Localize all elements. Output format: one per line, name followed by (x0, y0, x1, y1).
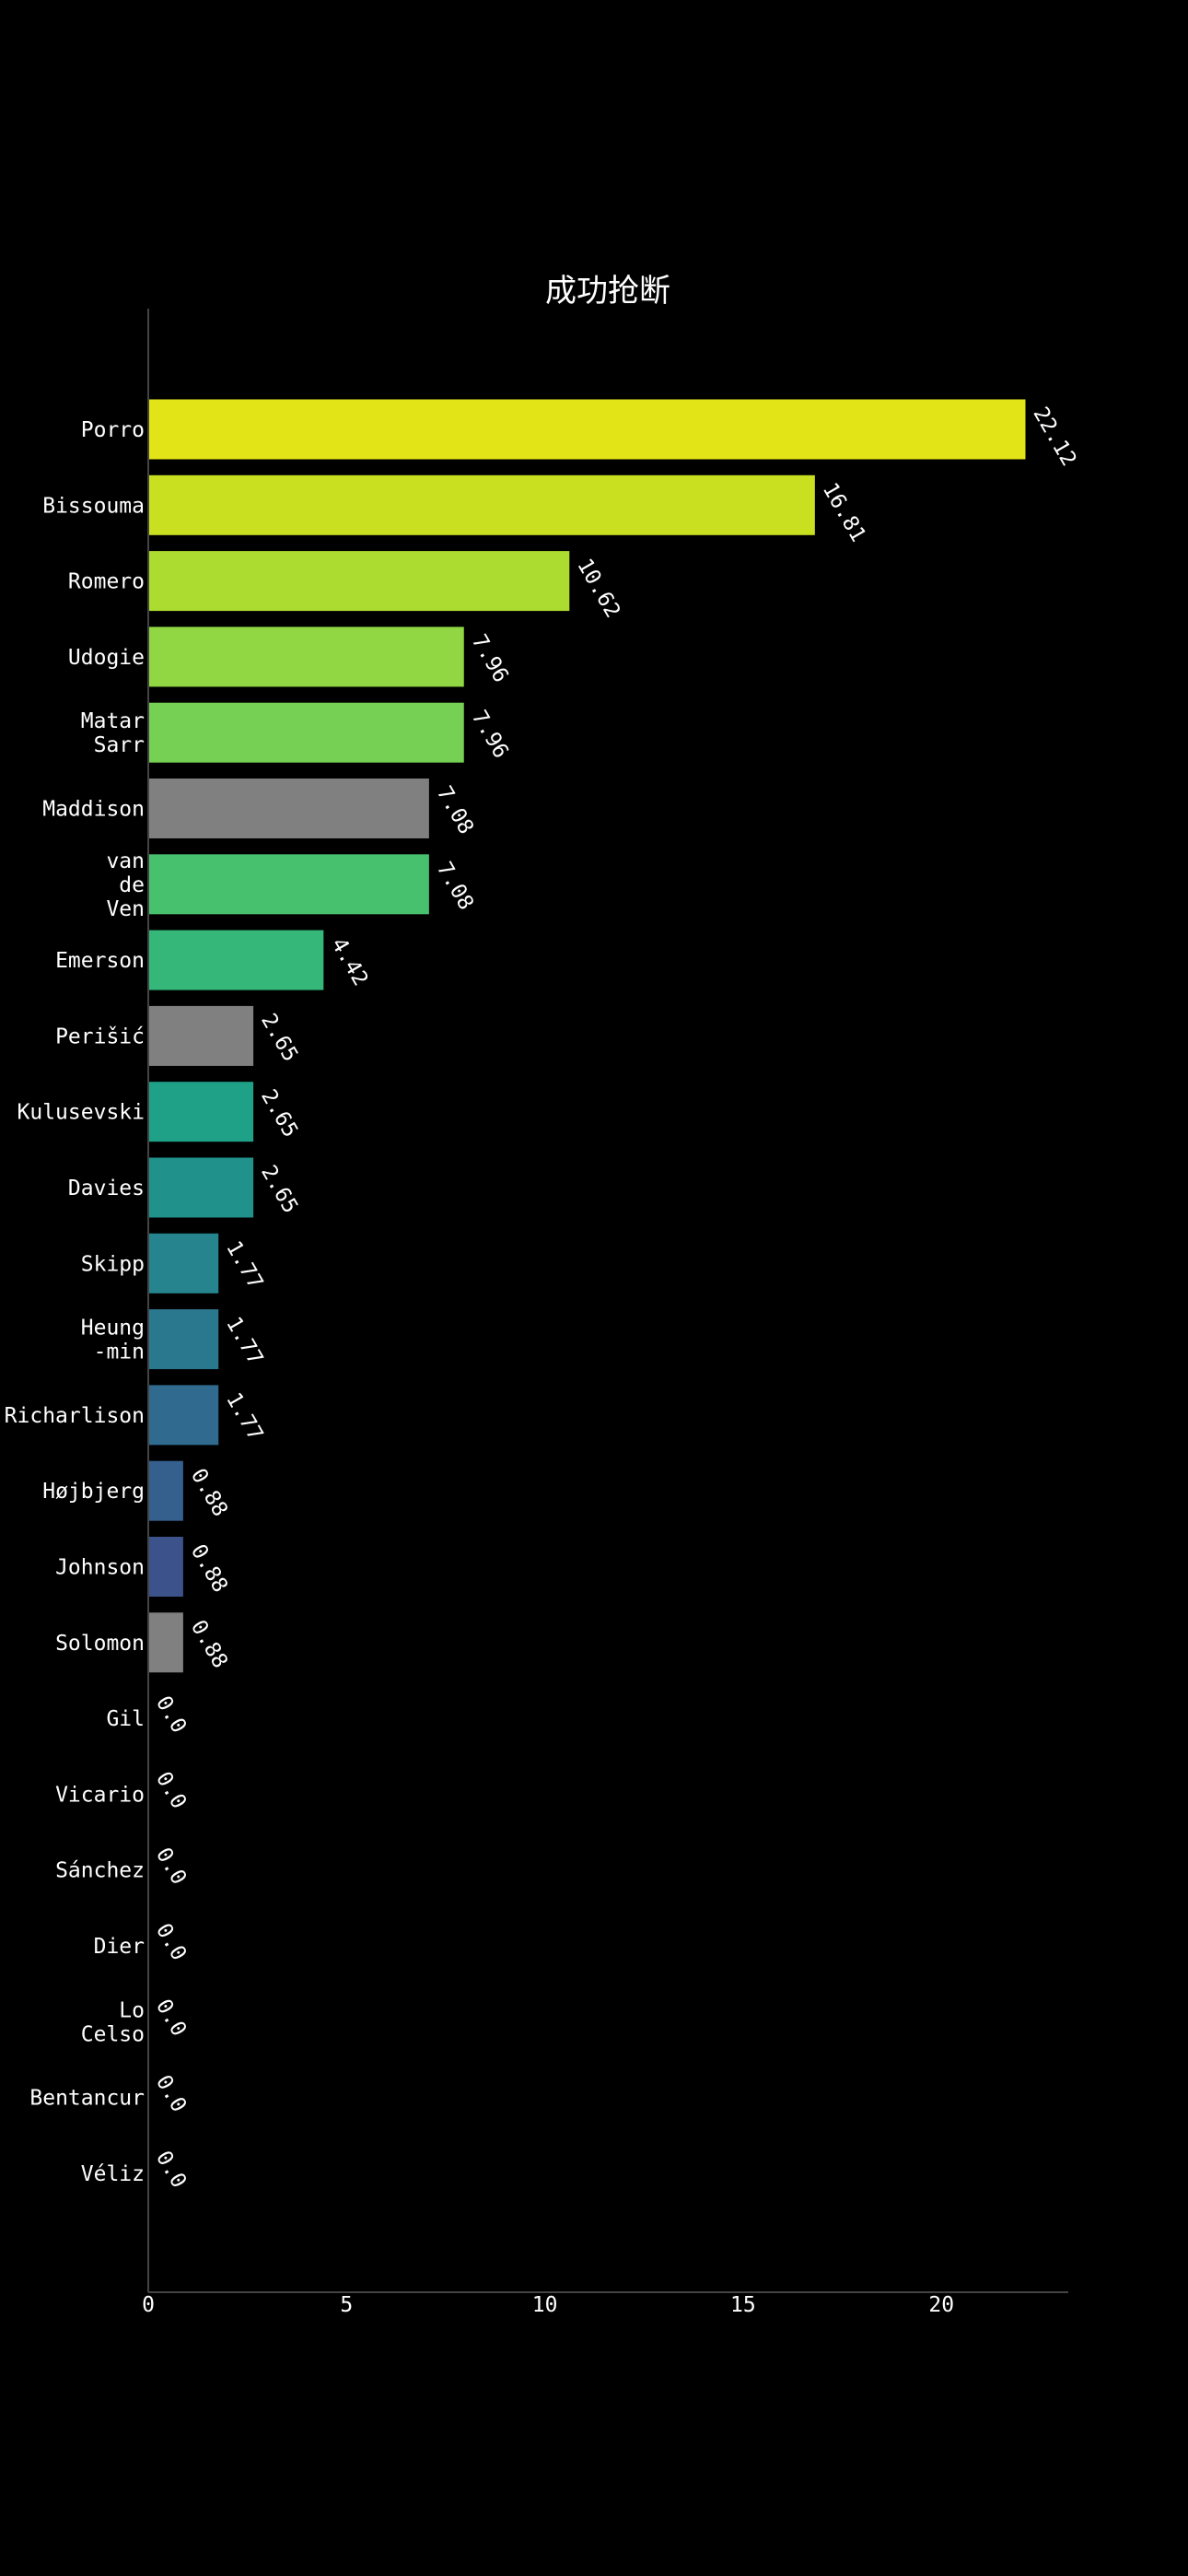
category-label-2: Romero (68, 570, 145, 594)
value-label-18: 0.0 (151, 1768, 191, 1813)
bar-5 (148, 779, 429, 838)
value-label-17: 0.0 (151, 1692, 191, 1738)
x-tick-label-3: 15 (730, 2293, 756, 2317)
bar-9 (148, 1082, 254, 1142)
bar-2 (148, 551, 570, 612)
category-label-10: Davies (68, 1177, 145, 1200)
category-label-13: Richarlison (5, 1404, 145, 1428)
value-label-0: 22.12 (1028, 404, 1080, 471)
chart-title: 成功抢断 (545, 273, 670, 310)
value-label-22: 0.0 (151, 2071, 191, 2116)
category-label-4: Matar Sarr (81, 709, 145, 757)
category-label-3: Udogie (68, 646, 145, 670)
x-tick-label-2: 10 (532, 2293, 558, 2317)
category-label-21: Lo Celso (81, 1998, 145, 2046)
category-label-17: Gil (106, 1707, 145, 1731)
category-label-20: Dier (94, 1935, 145, 1959)
bar-12 (148, 1309, 219, 1370)
value-label-13: 1.77 (221, 1388, 267, 1445)
bar-16 (148, 1612, 183, 1673)
category-label-8: Perišić (55, 1025, 145, 1048)
bar-1 (148, 474, 815, 535)
category-label-11: Skipp (81, 1252, 145, 1276)
bar-4 (148, 702, 464, 763)
category-label-23: Véliz (81, 2162, 145, 2186)
category-label-1: Bissouma (42, 494, 145, 518)
category-label-6: van de Ven (106, 849, 145, 921)
bar-11 (148, 1233, 219, 1294)
value-label-12: 1.77 (221, 1313, 267, 1369)
category-label-18: Vicario (55, 1783, 145, 1807)
x-tick-label-0: 0 (142, 2293, 155, 2317)
value-label-5: 7.08 (432, 782, 478, 838)
category-label-16: Solomon (55, 1632, 145, 1656)
value-label-15: 0.88 (186, 1540, 232, 1597)
bar-8 (148, 1005, 254, 1066)
category-label-12: Heung -min (81, 1317, 145, 1364)
x-axis-ticks: 0 5 10 15 20 (142, 2293, 954, 2317)
bar-3 (148, 626, 464, 687)
category-label-0: Porro (81, 418, 145, 442)
bar-10 (148, 1157, 254, 1218)
value-label-3: 7.96 (467, 630, 513, 686)
category-label-22: Bentancur (29, 2087, 145, 2111)
value-label-9: 2.65 (256, 1085, 302, 1142)
value-label-21: 0.0 (151, 1996, 191, 2041)
value-label-11: 1.77 (221, 1237, 267, 1294)
category-label-5: Maddison (42, 798, 145, 822)
category-label-9: Kulusevski (17, 1101, 145, 1125)
value-label-1: 16.81 (818, 479, 870, 546)
category-label-15: Johnson (55, 1556, 145, 1580)
bar-6 (148, 854, 429, 915)
category-label-14: Højbjerg (42, 1480, 145, 1504)
bar-13 (148, 1385, 219, 1446)
value-label-19: 0.0 (151, 1844, 191, 1889)
value-label-6: 7.08 (432, 858, 478, 914)
value-label-20: 0.0 (151, 1920, 191, 1965)
bar-14 (148, 1460, 183, 1521)
value-label-16: 0.88 (186, 1616, 232, 1672)
bar-0 (148, 399, 1026, 460)
value-label-14: 0.88 (186, 1465, 232, 1521)
bars-group (148, 399, 1026, 1673)
category-label-19: Sánchez (55, 1859, 145, 1883)
value-label-8: 2.65 (256, 1010, 302, 1066)
value-label-10: 2.65 (256, 1162, 302, 1218)
value-label-7: 4.42 (326, 934, 372, 990)
bar-7 (148, 930, 324, 990)
value-label-4: 7.96 (467, 707, 513, 763)
value-label-23: 0.0 (151, 2147, 191, 2192)
category-label-7: Emerson (55, 949, 145, 973)
x-tick-label-4: 20 (928, 2293, 954, 2317)
category-labels: Porro Bissouma Romero Udogie Matar Sarr Maddis… (5, 418, 145, 2186)
bar-15 (148, 1537, 183, 1597)
value-label-2: 10.62 (572, 555, 624, 622)
x-tick-label-1: 5 (340, 2293, 353, 2317)
